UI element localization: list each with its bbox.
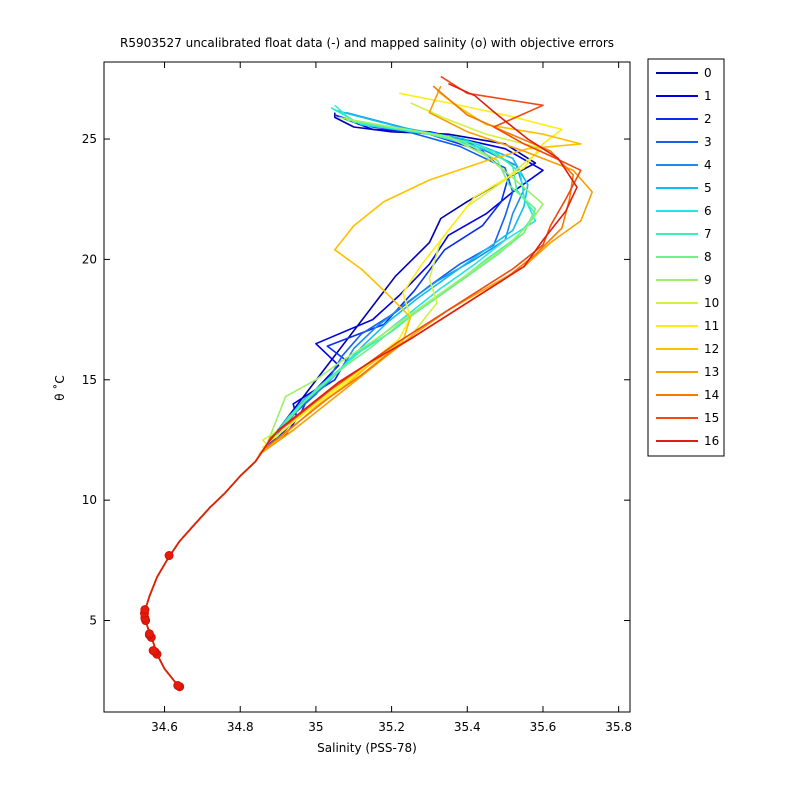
x-tick-label: 35 bbox=[308, 720, 323, 734]
y-tick-label: 15 bbox=[82, 373, 97, 387]
legend-label: 11 bbox=[704, 319, 719, 333]
legend-label: 9 bbox=[704, 273, 712, 287]
series-line-16 bbox=[144, 82, 578, 689]
x-tick-label: 35.4 bbox=[454, 720, 481, 734]
y-tick-label: 10 bbox=[82, 493, 97, 507]
mapped-salinity-point bbox=[173, 681, 183, 691]
tick-layer: 34.6 34.8 35 35.2 35.4 35.6 35.8 5 10 15 20 25 bbox=[82, 62, 632, 734]
mapped-salinity-point bbox=[164, 551, 174, 561]
marker-layer bbox=[139, 551, 185, 692]
x-tick-label: 34.6 bbox=[151, 720, 178, 734]
legend-label: 15 bbox=[704, 411, 719, 425]
legend-label: 8 bbox=[704, 250, 712, 264]
legend-label: 6 bbox=[704, 204, 712, 218]
y-tick-label: 25 bbox=[82, 132, 97, 146]
plot-frame bbox=[103, 61, 631, 713]
mapped-salinity-point bbox=[144, 629, 154, 639]
legend-label: 2 bbox=[704, 112, 712, 126]
legend-label: 12 bbox=[704, 342, 719, 356]
legend-label: 1 bbox=[704, 89, 712, 103]
x-tick-label: 35.6 bbox=[530, 720, 557, 734]
legend-label: 5 bbox=[704, 181, 712, 195]
legend-label: 0 bbox=[704, 66, 712, 80]
series-layer bbox=[144, 75, 594, 689]
legend-label: 3 bbox=[704, 135, 712, 149]
x-tick-label: 34.8 bbox=[227, 720, 254, 734]
legend-label: 13 bbox=[704, 365, 719, 379]
legend-label: 16 bbox=[704, 434, 719, 448]
legend-label: 4 bbox=[704, 158, 712, 172]
y-tick-label: 5 bbox=[89, 614, 97, 628]
mapped-salinity-point bbox=[148, 646, 158, 656]
legend-label: 14 bbox=[704, 388, 719, 402]
x-axis-label: Salinity (PSS-78) bbox=[317, 741, 417, 755]
legend-label: 7 bbox=[704, 227, 712, 241]
y-tick-label: 20 bbox=[82, 252, 97, 266]
legend-label: 10 bbox=[704, 296, 719, 310]
chart-title: R5903527 uncalibrated float data (-) and… bbox=[120, 36, 614, 50]
mapped-salinity-point bbox=[140, 605, 150, 615]
y-axis-label: θ ˚C bbox=[52, 375, 67, 401]
x-tick-label: 35.8 bbox=[605, 720, 632, 734]
x-tick-label: 35.2 bbox=[378, 720, 405, 734]
